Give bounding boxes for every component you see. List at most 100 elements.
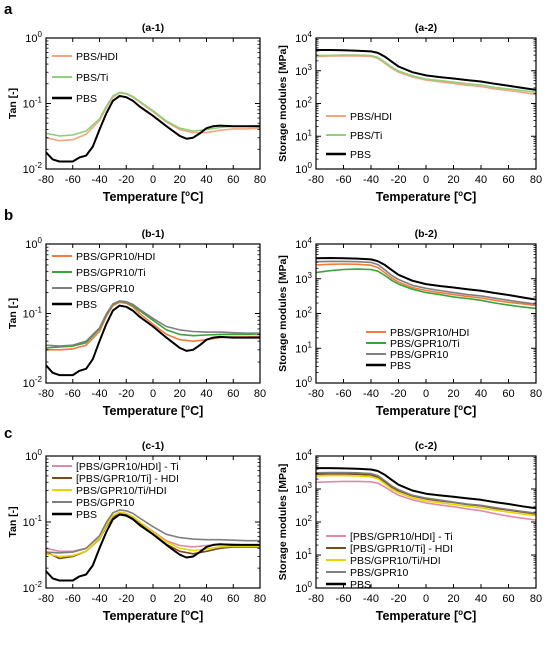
panel-c-2-xtick-label-4: 0 bbox=[423, 593, 429, 605]
panel-c-1-ylabel: Tan [-] bbox=[7, 506, 19, 537]
panel-b-2-legend-label-1: PBS/GPR10/Ti bbox=[390, 338, 460, 350]
panel-b-1-xtick-label-5: 20 bbox=[174, 388, 186, 400]
panel-b-2-xtick-label-3: -20 bbox=[391, 388, 407, 400]
panel-a-1-series-2 bbox=[46, 95, 260, 163]
panel-c-1-legend-label-4: PBS bbox=[76, 509, 97, 521]
panel-c-1-xtick-label-1: -60 bbox=[65, 593, 81, 605]
panel-c-2-legend-label-4: PBS bbox=[350, 579, 371, 591]
panel-b-1-xtick-label-8: 80 bbox=[254, 388, 266, 400]
panel-c-2-title: (c-2) bbox=[415, 440, 437, 452]
row-label-c: c bbox=[4, 425, 12, 442]
panel-a-1-xtick-label-8: 80 bbox=[254, 174, 266, 186]
panel-b-2-xlabel: Temperature [oC] bbox=[376, 403, 477, 418]
panel-a-1-legend-label-0: PBS/HDI bbox=[76, 51, 118, 63]
panel-a-1-xtick-label-0: -80 bbox=[38, 174, 54, 186]
panel-c-2-series-3 bbox=[316, 471, 536, 514]
panel-a-2-xtick-label-6: 40 bbox=[475, 174, 487, 186]
panel-a-2: (a-2) -80 -60 -40 -20 0 20 40 60 80 100 101 102 103 10… bbox=[277, 22, 542, 204]
panel-c-2-xtick-label-3: -20 bbox=[391, 593, 407, 605]
panel-c-2-ytick-label-1: 101 bbox=[295, 547, 312, 562]
panel-c-2-ytick-label-2: 102 bbox=[295, 514, 312, 529]
panel-a-2-ytick-label-4: 104 bbox=[295, 30, 312, 45]
panel-a-1-title: (a-1) bbox=[142, 22, 164, 34]
panel-b-1-legend-label-1: PBS/GPR10/Ti bbox=[76, 267, 146, 279]
panel-b-2-xtick-label-6: 40 bbox=[475, 388, 487, 400]
panel-c-1-xtick-label-8: 80 bbox=[254, 593, 266, 605]
panel-c-1-legend-label-1: [PBS/GPR10/Ti] - HDI bbox=[76, 473, 179, 485]
panel-a-1-ytick-label-0: 10-2 bbox=[23, 161, 43, 176]
panel-c-1-xlabel: Temperature [oC] bbox=[103, 608, 204, 623]
panel-a-1-xtick-label-4: 0 bbox=[150, 174, 156, 186]
panel-b-1-legend-label-2: PBS/GPR10 bbox=[76, 283, 135, 295]
panel-a-2-legend-label-1: PBS/Ti bbox=[350, 130, 382, 142]
panel-c-2-ytick-label-4: 104 bbox=[295, 448, 312, 463]
panel-c-2-xtick-label-6: 40 bbox=[475, 593, 487, 605]
panel-b-1-xtick-label-1: -60 bbox=[65, 388, 81, 400]
panel-a-1-legend-label-1: PBS/Ti bbox=[76, 72, 108, 84]
panel-a-2-series-1 bbox=[316, 54, 536, 94]
panel-b-1-xlabel: Temperature [oC] bbox=[103, 403, 204, 418]
panel-c-1-legend-label-0: [PBS/GPR10/HDI] - Ti bbox=[76, 461, 179, 473]
panel-a-1-ytick-label-1: 10-1 bbox=[23, 96, 43, 111]
panel-c-1-legend-label-3: PBS/GPR10 bbox=[76, 497, 135, 509]
panel-b-2-title: (b-2) bbox=[415, 228, 438, 240]
panel-c-1-xtick-label-7: 60 bbox=[227, 593, 239, 605]
panel-a-1-xtick-label-6: 40 bbox=[200, 174, 212, 186]
panel-c-2: (c-2) -80 -60 -40 -20 0 20 40 60 80 100 101 102 103 10… bbox=[277, 440, 542, 623]
panel-a-2-xtick-label-0: -80 bbox=[308, 174, 324, 186]
panel-b-2-xtick-label-8: 80 bbox=[530, 388, 542, 400]
panel-c-2-legend-label-2: PBS/GPR10/Ti/HDI bbox=[350, 555, 441, 567]
panel-a-2-xtick-label-7: 60 bbox=[502, 174, 514, 186]
panel-b-1: (b-1) -80 -60 -40 -20 0 20 40 60 80 10-2 10-1 100 Tan… bbox=[7, 228, 266, 418]
panel-c-2-series-2 bbox=[316, 474, 536, 517]
panel-b-1-series-3 bbox=[46, 304, 260, 377]
panel-b-2-ytick-label-0: 100 bbox=[295, 375, 312, 390]
panel-c-1-ytick-label-0: 10-2 bbox=[23, 580, 43, 595]
panel-b-1-xtick-label-2: -40 bbox=[92, 388, 108, 400]
panel-b-1-xtick-label-6: 40 bbox=[200, 388, 212, 400]
panel-a-2-xtick-label-2: -40 bbox=[363, 174, 379, 186]
panel-a-2-title: (a-2) bbox=[415, 22, 437, 34]
panel-b-1-xtick-label-7: 60 bbox=[227, 388, 239, 400]
panel-c-1-series-4 bbox=[46, 513, 260, 582]
panel-c-2-legend-label-1: [PBS/GPR10/Ti] - HDI bbox=[350, 543, 453, 555]
panel-a-2-xtick-label-4: 0 bbox=[423, 174, 429, 186]
panel-c-1-xtick-label-3: -20 bbox=[118, 593, 134, 605]
panel-c-2-ylabel: Storage modules [MPa] bbox=[277, 464, 289, 581]
panel-a-2-series-2 bbox=[316, 49, 536, 91]
panel-a-2-xtick-label-3: -20 bbox=[391, 174, 407, 186]
panel-c-1-ytick-label-1: 10-1 bbox=[23, 514, 43, 529]
panel-b-2-legend-label-2: PBS/GPR10 bbox=[390, 349, 449, 361]
panel-c-2-legend-label-3: PBS/GPR10 bbox=[350, 567, 409, 579]
panel-b-1-ytick-label-2: 100 bbox=[25, 236, 42, 251]
panel-b-2-ytick-label-4: 104 bbox=[295, 236, 312, 251]
panel-b-1-ytick-label-1: 10-1 bbox=[23, 306, 43, 321]
panel-c-2-xtick-label-7: 60 bbox=[502, 593, 514, 605]
panel-b-2-legend-label-0: PBS/GPR10/HDI bbox=[390, 327, 469, 339]
panel-b-1-xtick-label-0: -80 bbox=[38, 388, 54, 400]
panel-c-1-xtick-label-0: -80 bbox=[38, 593, 54, 605]
panel-b-1-legend-label-0: PBS/GPR10/HDI bbox=[76, 251, 155, 263]
panel-c-2-series-4 bbox=[316, 467, 536, 510]
panel-b-2-xtick-label-0: -80 bbox=[308, 388, 324, 400]
panel-b-2-xtick-label-2: -40 bbox=[363, 388, 379, 400]
panel-a-1-xtick-label-5: 20 bbox=[174, 174, 186, 186]
panel-c-2-ytick-label-0: 100 bbox=[295, 580, 312, 595]
panels: (a-1) -80 -60 -40 -20 0 20 40 60 80 10-2 10-1 100 Tan… bbox=[7, 22, 542, 623]
panel-a-1-xtick-label-3: -20 bbox=[118, 174, 134, 186]
panel-a-2-frame bbox=[315, 37, 537, 170]
panel-c-2-xtick-label-1: -60 bbox=[336, 593, 352, 605]
panel-b-1-series-2 bbox=[46, 300, 260, 347]
panel-b-2-series-0 bbox=[316, 263, 536, 307]
panel-c-1: (c-1) -80 -60 -40 -20 0 20 40 60 80 10-2 10-1 100 Tan… bbox=[7, 440, 266, 623]
panel-c-2-xtick-label-2: -40 bbox=[363, 593, 379, 605]
panel-b-1-ylabel: Tan [-] bbox=[7, 298, 19, 329]
panel-a-2-xtick-label-1: -60 bbox=[336, 174, 352, 186]
panel-a-1-xtick-label-1: -60 bbox=[65, 174, 81, 186]
panel-a-1-xtick-label-7: 60 bbox=[227, 174, 239, 186]
panel-c-1-xtick-label-4: 0 bbox=[150, 593, 156, 605]
panel-c-2-xtick-label-0: -80 bbox=[308, 593, 324, 605]
panel-a-2-ytick-label-3: 103 bbox=[295, 63, 312, 78]
panel-a-2-legend-label-0: PBS/HDI bbox=[350, 111, 392, 123]
panel-b-2-ylabel: Storage modules [MPa] bbox=[277, 255, 289, 372]
